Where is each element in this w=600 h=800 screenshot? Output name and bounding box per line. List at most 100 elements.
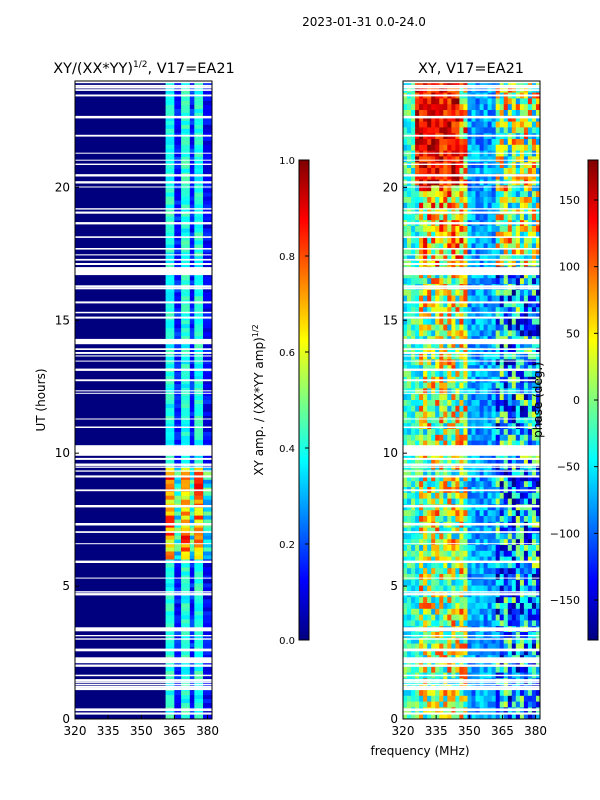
left-heat-cell	[181, 495, 190, 501]
right-heat-cell	[463, 620, 468, 627]
right-heat-cell	[487, 104, 493, 111]
right-heat-cell	[427, 394, 432, 401]
right-heat-cell	[407, 713, 412, 719]
left-heat-cell	[174, 611, 181, 616]
right-heat-cell	[487, 168, 493, 175]
right-heat-cell	[507, 516, 513, 523]
right-heat-cell	[411, 307, 416, 314]
left-heat-cell	[181, 607, 190, 612]
right-heat-cell	[503, 579, 509, 587]
right-heat-cell	[411, 121, 416, 128]
right-heat-cell	[403, 556, 408, 563]
right-heat-cell	[483, 307, 489, 314]
right-heat-cell	[503, 382, 509, 389]
right-heat-cell	[411, 690, 416, 697]
right-heat-cell	[415, 527, 420, 534]
left-heat-cell	[165, 667, 175, 672]
right-heat-cell	[479, 585, 485, 592]
right-heat-cell	[439, 110, 444, 117]
left-heat-cell	[194, 324, 204, 329]
right-heat-cell	[536, 330, 540, 337]
right-heat-cell	[479, 527, 485, 534]
left-heat-cell	[189, 216, 195, 222]
right-heat-cell	[459, 255, 464, 262]
right-heat-cell	[435, 307, 440, 314]
right-heat-cell	[467, 423, 472, 430]
right-heat-cell	[519, 440, 525, 447]
left-heat-cell	[165, 360, 175, 365]
left-heat-cell	[181, 392, 190, 397]
right-heat-cell	[519, 307, 525, 314]
right-heat-cell	[475, 423, 480, 430]
right-heat-cell	[527, 550, 533, 558]
left-heat-cell	[194, 603, 204, 608]
right-heat-cell	[427, 150, 432, 157]
right-heat-cell	[519, 278, 525, 285]
left-heat-cell	[165, 380, 175, 385]
left-heat-cell	[174, 651, 181, 656]
right-heat-cell	[423, 214, 428, 221]
right-heat-cell	[415, 272, 420, 279]
left-heat-cell	[194, 304, 204, 309]
right-heat-cell	[523, 695, 529, 703]
left-heat-cell	[189, 547, 195, 552]
right-heat-cell	[483, 226, 489, 233]
right-heat-cell	[491, 429, 497, 436]
right-heat-cell	[435, 579, 440, 587]
right-heat-cell	[407, 191, 412, 198]
right-heat-cell	[443, 237, 448, 244]
left-heat-cell	[174, 547, 181, 552]
right-heat-cell	[536, 388, 540, 395]
right-heat-cell	[531, 649, 537, 656]
right-heat-cell	[451, 643, 456, 650]
right-heat-cell	[475, 568, 480, 575]
right-heat-cell	[507, 324, 513, 331]
left-heat-cell	[189, 475, 195, 481]
left-data-gap	[75, 657, 212, 664]
right-heat-cell	[531, 574, 537, 581]
left-heat-cell	[174, 200, 181, 206]
right-heat-cell	[463, 347, 468, 355]
right-heat-cell	[467, 214, 472, 221]
right-heat-cell	[487, 173, 493, 181]
right-heat-cell	[455, 504, 460, 511]
left-heat-cell	[194, 715, 204, 719]
right-heat-cell	[515, 121, 521, 128]
left-heat-cell	[203, 423, 212, 429]
right-heat-cell	[455, 191, 460, 198]
right-heat-cell	[423, 637, 428, 645]
right-heat-cell	[467, 81, 472, 88]
right-heat-cell	[531, 359, 537, 366]
right-heat-cell	[487, 469, 493, 476]
right-heat-cell	[511, 568, 517, 575]
right-heat-cell	[519, 458, 525, 465]
right-heat-cell	[475, 81, 480, 88]
left-heat-cell	[174, 595, 181, 600]
right-heat-cell	[487, 162, 493, 169]
right-heat-cell	[427, 562, 432, 569]
right-heat-cell	[471, 324, 476, 331]
left-heat-cell	[203, 467, 212, 473]
right-heat-cell	[455, 510, 460, 517]
right-heat-cell	[451, 434, 456, 442]
right-heat-cell	[459, 603, 464, 610]
right-heat-cell	[503, 614, 509, 621]
right-heat-cell	[491, 156, 497, 163]
right-heat-cell	[435, 585, 440, 592]
right-heat-cell	[403, 608, 408, 616]
right-heat-cell	[515, 434, 521, 442]
right-heat-cell	[443, 347, 448, 355]
right-heat-cell	[403, 243, 408, 250]
right-heat-cell	[523, 510, 529, 517]
right-heat-cell	[411, 498, 416, 505]
left-heat-cell	[174, 519, 181, 525]
right-heat-cell	[536, 661, 540, 668]
right-heat-cell	[427, 388, 432, 395]
right-heat-cell	[463, 649, 468, 656]
right-heat-cell	[419, 492, 424, 500]
right-heat-cell	[527, 110, 533, 117]
right-heat-cell	[487, 608, 493, 616]
left-heat-cell	[174, 100, 181, 106]
right-heat-cell	[519, 272, 525, 279]
right-heat-cell	[511, 649, 517, 656]
